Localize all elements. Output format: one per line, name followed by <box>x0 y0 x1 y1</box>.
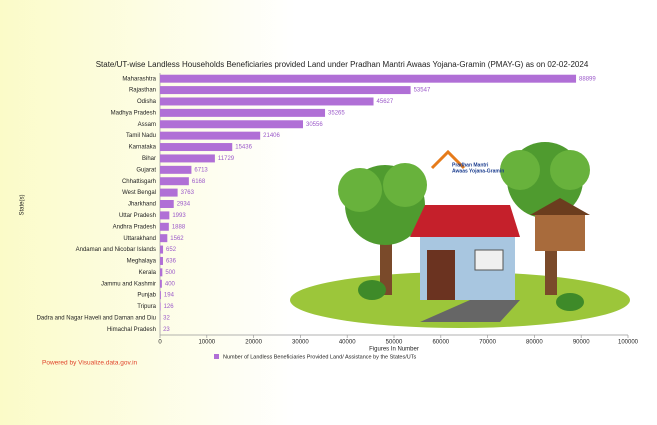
value-label: 30556 <box>306 122 323 128</box>
bar <box>160 131 261 140</box>
y-tick-label: Uttar Pradesh <box>119 213 156 219</box>
value-label: 194 <box>164 293 175 299</box>
y-tick-label: Uttarakhand <box>123 236 156 242</box>
value-label: 32 <box>163 315 170 321</box>
x-tick-label: 60000 <box>432 340 449 346</box>
x-tick-label: 0 <box>158 340 162 346</box>
y-tick-label: Andhra Pradesh <box>113 224 156 230</box>
value-label: 400 <box>165 281 176 287</box>
y-tick-label: Rajasthan <box>129 88 156 94</box>
value-label: 6713 <box>194 167 208 173</box>
value-label: 1562 <box>170 236 184 242</box>
logo-text: Pradhan Mantri <box>452 162 489 168</box>
y-tick-label: Karnataka <box>129 145 157 151</box>
y-tick-label: Andaman and Nicobar Islands <box>76 247 156 253</box>
x-axis-label: Figures In Number <box>369 347 419 353</box>
y-tick-label: Odisha <box>137 99 157 105</box>
y-tick-label: Jharkhand <box>128 202 156 208</box>
bar <box>160 165 192 174</box>
bar <box>160 279 162 288</box>
y-tick-label: Assam <box>138 122 156 128</box>
value-label: 53547 <box>414 88 431 94</box>
bar <box>160 291 161 300</box>
y-tick-label: West Bengal <box>122 190 156 196</box>
bar <box>160 302 161 311</box>
value-label: 3763 <box>181 190 195 196</box>
x-tick-label: 90000 <box>573 340 590 346</box>
chart-title: State/UT-wise Landless Households Benefi… <box>96 60 589 69</box>
x-tick-label: 100000 <box>618 340 639 346</box>
bar <box>160 86 411 95</box>
logo-text: Awaas Yojana-Gramin <box>452 168 504 174</box>
value-label: 2934 <box>177 202 191 208</box>
y-tick-label: Meghalaya <box>127 259 157 265</box>
y-tick-label: Punjab <box>137 293 156 299</box>
value-label: 636 <box>166 259 177 265</box>
bar <box>160 97 374 106</box>
value-label: 15436 <box>235 145 252 151</box>
y-tick-label: Tripura <box>137 304 156 310</box>
x-tick-label: 80000 <box>526 340 543 346</box>
y-tick-label: Tamil Nadu <box>126 133 156 139</box>
y-tick-label: Jammu and Kashmir <box>101 281 156 287</box>
bar <box>160 245 164 254</box>
x-tick-label: 40000 <box>339 340 356 346</box>
y-tick-label: Bihar <box>142 156 156 162</box>
bar <box>160 120 304 129</box>
x-tick-label: 10000 <box>198 340 215 346</box>
legend-label: Number of Landless Beneficiaries Provide… <box>223 354 416 360</box>
bar <box>160 222 169 231</box>
y-tick-label: Dadra and Nagar Haveli and Daman and Diu <box>37 315 156 321</box>
bar <box>160 154 215 163</box>
value-label: 88899 <box>579 76 596 82</box>
value-label: 652 <box>166 247 177 253</box>
illustration: Pradhan Mantri Awaas Yojana-Gramin <box>290 142 630 328</box>
y-tick-label: Himachal Pradesh <box>107 327 156 333</box>
value-label: 126 <box>164 304 175 310</box>
y-tick-label: Gujarat <box>136 167 156 173</box>
x-tick-label: 30000 <box>292 340 309 346</box>
value-label: 35265 <box>328 110 345 116</box>
bar <box>160 177 189 186</box>
bar <box>160 256 163 265</box>
y-tick-label: Madhya Pradesh <box>111 110 156 116</box>
bar <box>160 74 577 83</box>
value-label: 11729 <box>218 156 235 162</box>
value-label: 23 <box>163 327 170 333</box>
x-tick-label: 50000 <box>386 340 403 346</box>
x-tick-label: 20000 <box>245 340 262 346</box>
bar <box>160 188 178 197</box>
value-label: 1993 <box>172 213 186 219</box>
bar <box>160 200 174 208</box>
bar <box>160 108 326 117</box>
legend-swatch <box>214 354 219 359</box>
bar <box>160 211 170 220</box>
value-label: 45627 <box>377 99 394 105</box>
y-tick-label: Kerala <box>139 270 157 276</box>
value-label: 1888 <box>172 224 186 230</box>
y-axis-label: State(s) <box>20 194 26 215</box>
bar <box>160 268 163 277</box>
y-tick-label: Chhattisgarh <box>122 179 156 185</box>
value-label: 21406 <box>263 133 280 139</box>
footer: Powered by Visualize.data.gov.in <box>42 360 138 367</box>
x-tick-label: 70000 <box>479 340 496 346</box>
value-label: 500 <box>165 270 176 276</box>
value-label: 6168 <box>192 179 206 185</box>
bar <box>160 143 233 152</box>
y-tick-label: Maharashtra <box>122 76 156 82</box>
bar <box>160 234 168 243</box>
